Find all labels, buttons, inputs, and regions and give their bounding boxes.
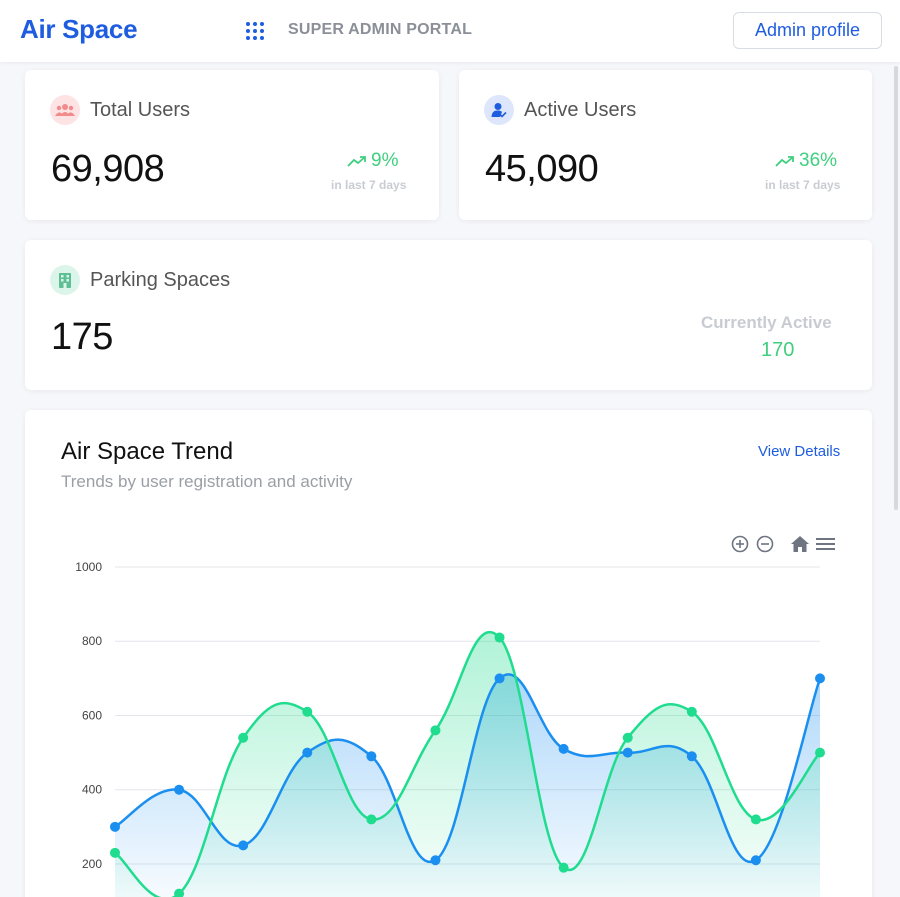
active-users-trend: 36%: [775, 150, 837, 172]
top-bar: Air Space SUPER ADMIN PORTAL Admin profi…: [0, 0, 900, 62]
series-1-point-7[interactable]: [494, 673, 505, 684]
active-users-value: 45,090: [485, 148, 599, 190]
app-logo[interactable]: Air Space: [20, 14, 138, 44]
series-2-point-4[interactable]: [302, 706, 313, 717]
trending-up-icon: [347, 156, 366, 167]
zoom-out-icon[interactable]: [756, 535, 774, 553]
series-2-point-7[interactable]: [494, 632, 505, 643]
total-users-trend-value: 9%: [371, 150, 399, 171]
active-users-card: Active Users 45,090 36% in last 7 days: [459, 70, 872, 220]
total-users-value: 69,908: [51, 148, 165, 190]
active-users-trend-value: 36%: [799, 150, 838, 171]
scrollbar[interactable]: [894, 66, 898, 510]
series-2-point-2[interactable]: [174, 888, 185, 897]
home-icon[interactable]: [790, 535, 810, 553]
trend-chart-card: Air Space Trend Trends by user registrat…: [25, 410, 872, 897]
total-users-card: Total Users 69,908 9% in last 7 days: [25, 70, 439, 220]
series-1-point-10[interactable]: [686, 751, 697, 762]
y-tick-label: 1000: [75, 560, 102, 574]
portal-title: SUPER ADMIN PORTAL: [288, 21, 473, 38]
series-2-point-5[interactable]: [366, 814, 377, 825]
parking-spaces-label: Parking Spaces: [90, 269, 231, 291]
series-1-point-4[interactable]: [302, 747, 313, 758]
currently-active-label: Currently Active: [701, 313, 832, 332]
menu-icon[interactable]: [815, 536, 836, 552]
total-users-trend-sub: in last 7 days: [331, 178, 407, 192]
admin-profile-button[interactable]: Admin profile: [733, 12, 882, 49]
y-tick-label: 200: [82, 857, 102, 871]
total-users-label: Total Users: [90, 99, 191, 121]
users-group-icon: [50, 95, 80, 125]
series-1-point-5[interactable]: [366, 751, 377, 762]
series-2-point-8[interactable]: [558, 862, 569, 873]
active-users-label: Active Users: [524, 99, 637, 121]
building-icon: [50, 265, 80, 295]
parking-spaces-value: 175: [51, 316, 113, 358]
zoom-in-icon[interactable]: [731, 535, 749, 553]
series-2-point-9[interactable]: [622, 732, 633, 743]
currently-active-value: 170: [761, 339, 795, 361]
user-check-icon: [484, 95, 514, 125]
total-users-trend: 9%: [347, 150, 398, 172]
series-1-point-12[interactable]: [815, 673, 825, 684]
series-2-point-12[interactable]: [815, 747, 825, 758]
y-tick-label: 800: [82, 634, 102, 648]
chart-subtitle: Trends by user registration and activity: [61, 472, 353, 491]
series-1-point-6[interactable]: [430, 855, 441, 866]
series-2-point-1[interactable]: [110, 847, 120, 858]
series-2-point-10[interactable]: [686, 706, 697, 717]
active-users-trend-sub: in last 7 days: [765, 178, 841, 192]
chart-title: Air Space Trend: [61, 438, 234, 465]
series-1-point-9[interactable]: [622, 747, 633, 758]
apps-grid-icon[interactable]: [246, 22, 264, 40]
series-2-point-6[interactable]: [430, 725, 441, 736]
series-1-point-2[interactable]: [174, 784, 185, 795]
view-details-link[interactable]: View Details: [758, 443, 841, 460]
series-1-point-8[interactable]: [558, 743, 569, 754]
y-tick-label: 400: [82, 783, 102, 797]
series-2-point-3[interactable]: [238, 732, 249, 743]
trending-up-icon: [775, 156, 794, 167]
parking-spaces-card: Parking Spaces 175 Currently Active 170: [25, 240, 872, 390]
series-1-point-11[interactable]: [750, 855, 761, 866]
trend-chart: 1000 800 600 400 200: [75, 560, 825, 897]
series-1-point-1[interactable]: [110, 821, 120, 832]
series-2-point-11[interactable]: [750, 814, 761, 825]
y-tick-label: 600: [82, 708, 102, 722]
series-2-area: [115, 632, 820, 897]
series-1-point-3[interactable]: [238, 840, 249, 851]
